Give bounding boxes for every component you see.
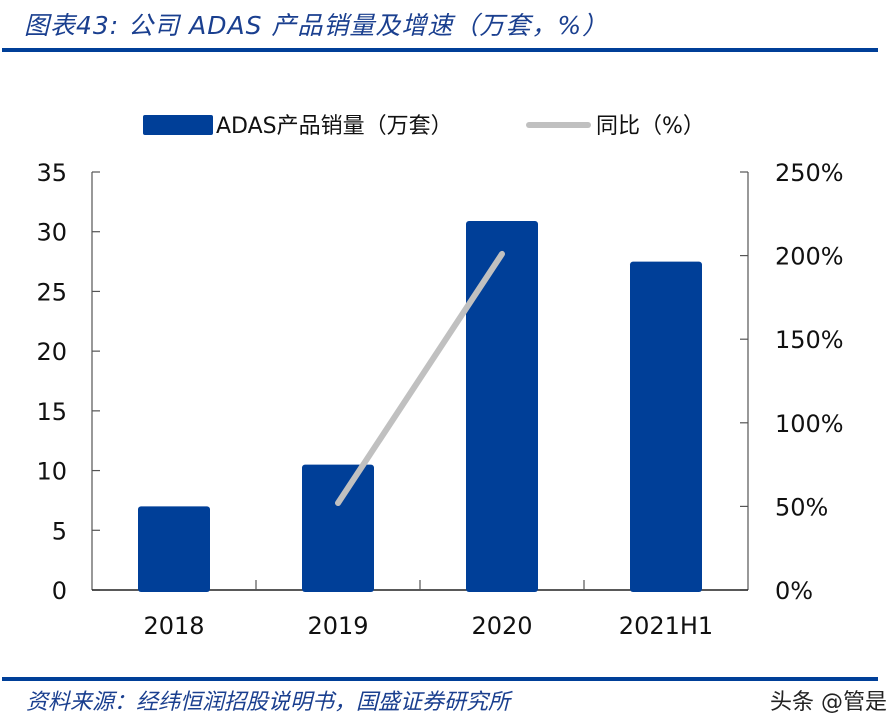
right-tick-label: 200%: [775, 243, 844, 271]
chart-title: 图表43: 公司 ADAS 产品销量及增速（万套，%）: [24, 11, 609, 40]
chart: ADAS产品销量（万套） 同比（%） 0 5 10 15 20 25 30 35 0% 50% 10…: [36, 114, 843, 640]
x-tick-label: 2021H1: [619, 612, 713, 640]
right-tick-label: 0%: [775, 577, 813, 605]
left-tick-label: 35: [36, 159, 67, 187]
left-tick-label: 15: [36, 398, 67, 426]
bar-2021H1: [630, 261, 702, 592]
right-tick-label: 150%: [775, 326, 844, 354]
left-tick-label: 5: [52, 517, 67, 545]
right-tick-label: 100%: [775, 410, 844, 438]
yoy-line: [335, 250, 505, 507]
x-tick-label: 2019: [307, 612, 368, 640]
axes: 0 5 10 15 20 25 30 35 0% 50% 100% 150% 200% 250% 2018 2…: [36, 159, 843, 640]
bar-2018: [138, 506, 210, 592]
title-divider: [2, 48, 878, 52]
left-tick-label: 20: [36, 338, 67, 366]
left-tick-label: 10: [36, 458, 67, 486]
bar-2020: [466, 220, 538, 593]
watermark: 头条 @管是: [770, 690, 887, 715]
x-tick-label: 2018: [143, 612, 204, 640]
legend: ADAS产品销量（万套） 同比（%）: [143, 114, 705, 139]
left-tick-label: 30: [36, 219, 67, 247]
legend-bar-swatch: [143, 115, 213, 135]
bar-2019: [302, 464, 374, 592]
line-series: [335, 250, 505, 507]
source-note: 资料来源：经纬恒润招股说明书，国盛证券研究所: [26, 690, 511, 715]
bar-series: [138, 220, 702, 593]
right-tick-label: 50%: [775, 493, 828, 521]
footer-divider: [2, 677, 878, 681]
legend-line-label: 同比（%）: [596, 114, 705, 139]
right-tick-label: 250%: [775, 159, 844, 187]
left-tick-label: 25: [36, 278, 67, 306]
x-tick-label: 2020: [471, 612, 532, 640]
legend-bar-label: ADAS产品销量（万套）: [216, 114, 453, 139]
left-tick-label: 0: [52, 577, 67, 605]
